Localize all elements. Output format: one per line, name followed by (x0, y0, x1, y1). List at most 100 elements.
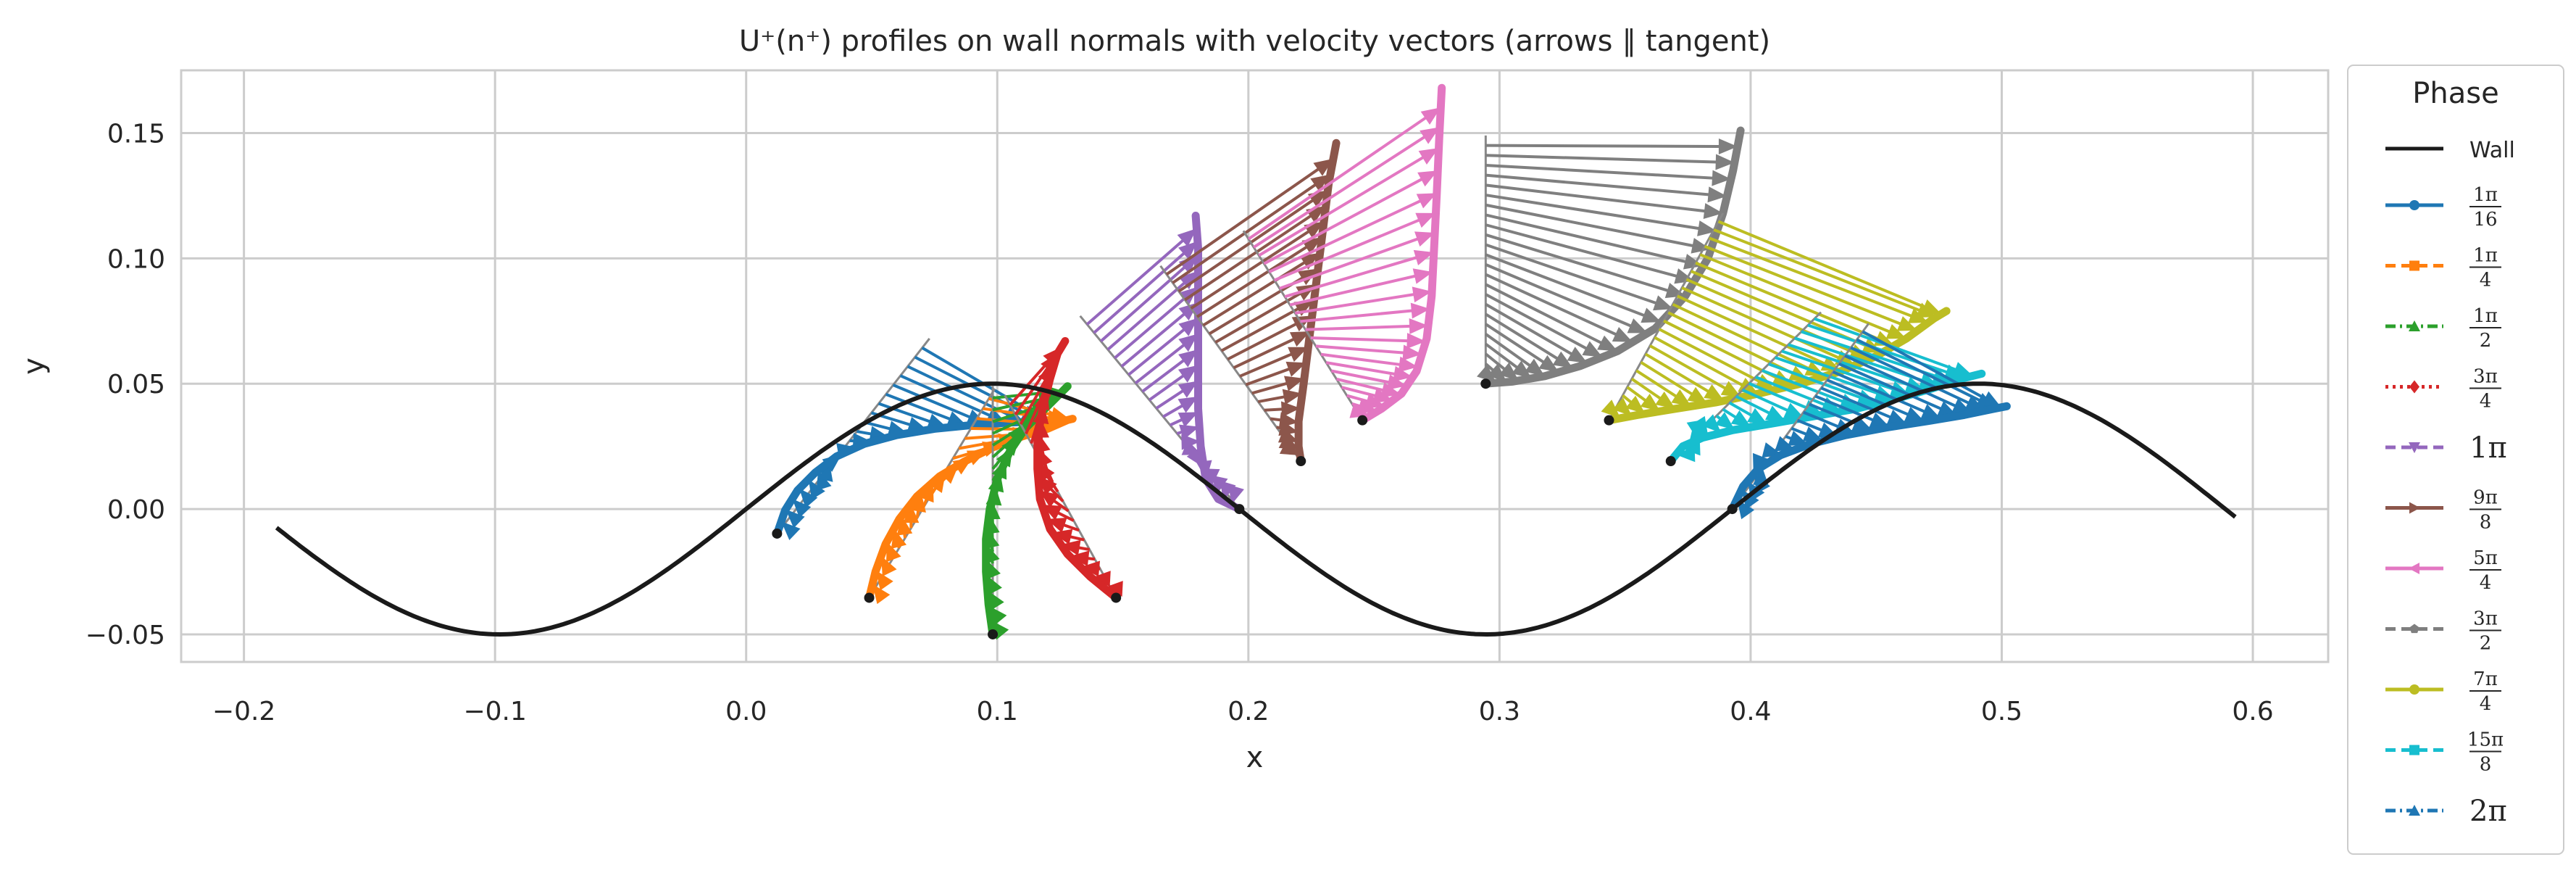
arrow-head (1747, 407, 1768, 425)
y-tick-label: 0.10 (107, 244, 165, 274)
velocity-arrow (1654, 336, 1759, 395)
velocity-arrow (1485, 302, 1588, 365)
velocity-arrow (1099, 254, 1199, 343)
legend-frac-numerator: 7π (2473, 668, 2498, 690)
arrow-head (1703, 203, 1723, 219)
velocity-arrow (1485, 213, 1704, 268)
arrow-head (886, 542, 901, 563)
arrow-head (1567, 347, 1588, 363)
arrow-head (1671, 389, 1692, 407)
velocity-arrow (1093, 240, 1199, 334)
velocity-arrow (1172, 173, 1332, 284)
profile-line (865, 415, 1077, 602)
arrow-head (1070, 550, 1090, 567)
velocity-arrow (1709, 236, 1930, 324)
arrow-head (872, 584, 891, 605)
arrow-head (1720, 381, 1741, 397)
velocity-arrow (1485, 194, 1717, 233)
velocity-arrow (1485, 253, 1662, 324)
arrow-head (875, 570, 893, 591)
velocity-arrow (1781, 349, 1911, 397)
velocity-arrow (1485, 263, 1648, 335)
velocity-arrow (1268, 191, 1438, 273)
legend-frac-denominator: 4 (2480, 572, 2492, 594)
velocity-arrow (1279, 231, 1435, 290)
y-tick-label: 0.15 (107, 119, 165, 149)
arrow-head (781, 521, 801, 541)
legend-marker (2409, 563, 2419, 574)
legend-marker (2409, 745, 2419, 755)
legend-frac-denominator: 4 (2480, 693, 2492, 715)
legend-frac-denominator: 8 (2480, 512, 2492, 534)
velocity-arrow (1485, 183, 1724, 215)
legend-frac-numerator: 15π (2467, 729, 2504, 751)
arrow-head (1904, 407, 1925, 422)
legend-frac-numerator: 9π (2473, 487, 2498, 509)
arrow-head (1715, 154, 1735, 170)
velocity-arrow (1485, 144, 1738, 149)
arrow-head (1764, 405, 1786, 421)
arrow-head (1714, 412, 1735, 430)
wall-point (988, 629, 999, 639)
arrow-head (799, 488, 818, 508)
legend-label: Wall (2469, 138, 2515, 163)
legend-frac-denominator: 4 (2480, 270, 2492, 291)
velocity-arrow (1850, 346, 1986, 413)
arrow-head (1228, 484, 1244, 505)
velocity-arrow (1856, 338, 1997, 410)
velocity-arrow (1310, 336, 1426, 343)
x-ticks: −0.2 −0.1 0.0 0.1 0.2 0.3 0.4 0.5 0.6 (212, 697, 2274, 726)
series-2pi (1727, 323, 2011, 520)
velocity-arrow (1832, 370, 1942, 421)
velocity-arrow (1485, 293, 1604, 359)
arrow-head (1477, 364, 1496, 384)
x-tick-label: 0.0 (725, 697, 767, 726)
legend-marker (2409, 260, 2419, 271)
arrow-head (1612, 397, 1633, 416)
velocity-arrow (1196, 236, 1323, 318)
x-tick-label: 0.4 (1730, 697, 1771, 726)
legend-frac-denominator: 2 (2480, 633, 2492, 655)
profile-line (1191, 212, 1243, 513)
profile-line (1358, 83, 1446, 425)
wall-point (1357, 415, 1368, 426)
arrow-head (1691, 238, 1712, 254)
arrow-head (1178, 334, 1199, 352)
legend-marker (2409, 502, 2420, 514)
legend-box (2347, 65, 2564, 855)
legend-entry-3pi-4: 3π4 (2385, 366, 2501, 413)
plot-frame (180, 69, 2330, 663)
arrow-head (1104, 581, 1123, 597)
arrow-head (1664, 283, 1685, 299)
legend-label: 2π (2469, 795, 2507, 828)
wall-point (1296, 456, 1306, 467)
velocity-arrow (1258, 146, 1440, 257)
legend-frac-denominator: 2 (2480, 330, 2492, 352)
x-tick-label: −0.2 (212, 697, 275, 726)
arrow-head (1655, 391, 1675, 409)
arrow-head (792, 499, 812, 518)
wall-line (275, 381, 2237, 637)
legend-frac-numerator: 1π (2473, 305, 2498, 327)
arrow-head (1704, 384, 1725, 401)
velocity-arrow (1807, 323, 1965, 380)
velocity-arrow (1672, 302, 1826, 378)
velocity-arrow (1768, 363, 1878, 405)
legend-entry-1pi-4: 1π4 (2385, 245, 2501, 291)
wall-point (1480, 378, 1491, 389)
arrow-head (1718, 138, 1738, 154)
legend-frac-denominator: 16 (2473, 209, 2497, 231)
wall-point (1111, 592, 1122, 603)
arrow-head (1783, 402, 1804, 418)
arrow-head (1525, 358, 1545, 376)
legend-frac-numerator: 5π (2473, 547, 2498, 569)
series-3pi-2 (1477, 126, 1745, 389)
velocity-arrow (1305, 324, 1429, 331)
series-5pi-4 (1242, 83, 1446, 426)
arrow-head (1730, 410, 1751, 428)
x-tick-label: 0.3 (1479, 697, 1520, 726)
arrow-head (1712, 170, 1731, 186)
normal-line (776, 338, 930, 534)
arrow-head (1640, 394, 1661, 412)
